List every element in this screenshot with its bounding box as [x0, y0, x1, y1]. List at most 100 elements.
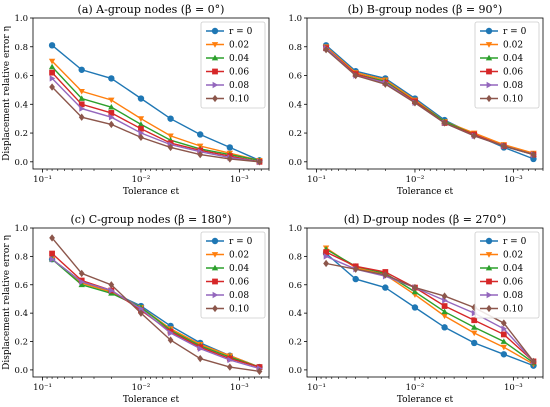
data-point [352, 265, 359, 273]
legend-label: 0.04 [503, 54, 523, 64]
legend-marker [212, 94, 218, 103]
legend-marker [212, 291, 219, 299]
data-point [471, 132, 478, 140]
series-line [325, 262, 535, 362]
data-point [197, 131, 204, 138]
series-line [325, 49, 534, 156]
series-1 [48, 58, 263, 164]
legend-label: 0.08 [503, 81, 523, 91]
x-tick-label: 10⁻³ [504, 175, 523, 185]
data-point [197, 345, 204, 352]
y-tick-label: 0.6 [288, 72, 302, 82]
legend-marker [485, 264, 493, 271]
data-point [49, 256, 56, 263]
legend-marker [486, 278, 492, 285]
data-point [138, 309, 144, 317]
y-tick-label: 0.8 [14, 43, 28, 53]
data-point [352, 71, 359, 80]
data-point [471, 324, 478, 330]
series-line [51, 60, 260, 162]
legend-label: 0.10 [229, 95, 249, 105]
y-tick-label: 0.0 [14, 158, 28, 168]
data-point [197, 150, 204, 159]
legend-marker [486, 81, 493, 89]
series-5 [49, 83, 263, 166]
x-tick-label: 10⁻¹ [307, 175, 326, 185]
data-point [48, 63, 56, 70]
y-tick-label: 0.2 [14, 338, 28, 348]
y-tick-label: 0.0 [288, 366, 302, 376]
panel-title: (a) A-group nodes (β = 0°) [78, 3, 225, 16]
series-line [51, 258, 260, 368]
series-line [325, 251, 534, 362]
legend-marker [485, 27, 493, 35]
data-point [108, 97, 115, 104]
data-point [137, 121, 145, 127]
y-tick-label: 0.6 [14, 72, 28, 82]
legend: r = 0 0.02 0.04 0.06 0.08 0.10 [200, 21, 266, 109]
x-tick-label: 10⁻³ [230, 175, 249, 185]
legend-marker [212, 68, 218, 75]
data-point [411, 288, 419, 295]
data-point [108, 114, 115, 121]
data-point [500, 331, 507, 338]
data-point [78, 269, 85, 278]
legend-label: 0.04 [229, 264, 249, 274]
data-point [471, 317, 478, 324]
data-point [138, 129, 145, 137]
data-point [197, 354, 204, 363]
data-point [167, 133, 174, 140]
legend-label: 0.06 [503, 278, 523, 288]
data-point [168, 329, 174, 337]
data-point [227, 356, 234, 364]
data-point [138, 133, 144, 142]
data-point [471, 339, 478, 347]
data-point [138, 125, 144, 132]
data-point [412, 99, 418, 107]
data-point [226, 155, 233, 163]
series-line [51, 66, 260, 162]
x-axis-label: Tolerance ϵt [397, 395, 454, 405]
y-tick-label: 0.8 [288, 252, 302, 262]
legend-label: 0.08 [503, 291, 523, 301]
y-tick-label: 0.4 [14, 309, 28, 319]
legend-label: 0.04 [229, 54, 249, 64]
data-point [78, 113, 85, 121]
x-tick-label: 10⁻² [406, 175, 425, 185]
data-point [500, 338, 508, 344]
y-tick-label: 0.2 [14, 129, 28, 139]
data-point [167, 336, 174, 344]
data-point [49, 234, 55, 242]
legend-marker [486, 94, 492, 103]
series-line [325, 44, 534, 160]
legend-label: 0.02 [229, 251, 249, 261]
series-line [51, 86, 260, 163]
data-point [412, 283, 418, 292]
legend: r = 0 0.02 0.04 0.06 0.08 0.10 [200, 231, 266, 319]
data-point [500, 319, 507, 327]
legend-marker [486, 291, 493, 299]
data-point [108, 120, 115, 129]
y-tick-label: 0.4 [288, 309, 302, 319]
panel-title: (b) B-group nodes (β = 90°) [348, 3, 503, 16]
data-point [256, 367, 263, 376]
series-5 [323, 45, 537, 159]
data-point [138, 305, 145, 313]
legend-marker [211, 264, 219, 271]
y-tick-label: 0.6 [14, 281, 28, 291]
legend-label: r = 0 [229, 27, 253, 37]
axes-frame [306, 227, 544, 378]
y-tick-label: 1.0 [288, 224, 302, 234]
x-axis-label: Tolerance ϵt [123, 395, 180, 405]
data-point [411, 304, 419, 311]
data-point [137, 116, 145, 122]
legend-label: 0.02 [503, 251, 523, 261]
data-point [78, 101, 85, 108]
legend-label: 0.08 [229, 81, 249, 91]
legend-marker [485, 237, 493, 245]
data-point [226, 363, 233, 371]
y-tick-label: 1.0 [288, 14, 302, 24]
y-tick-label: 0.6 [288, 281, 302, 291]
legend: r = 0 0.02 0.04 0.06 0.08 0.10 [474, 231, 540, 319]
